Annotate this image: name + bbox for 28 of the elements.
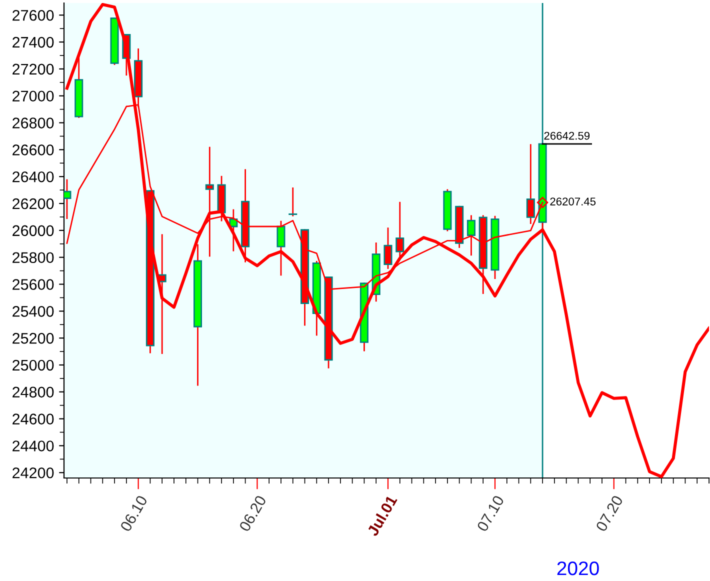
- candlestick: [466, 215, 476, 256]
- y-tick-label: 24800: [12, 386, 54, 398]
- y-tick-label: 24200: [12, 467, 54, 478]
- y-tick-label: 25000: [12, 360, 54, 371]
- candlestick: [288, 187, 298, 216]
- y-tick-label: 25600: [12, 279, 54, 290]
- y-tick-label: 27400: [12, 36, 54, 48]
- y-tick-label: 25800: [12, 252, 54, 264]
- y-tick-label: 24600: [12, 414, 54, 424]
- y-tick-label: 27000: [12, 90, 54, 102]
- candlestick: [205, 146, 214, 257]
- y-tick-label: 24400: [12, 440, 54, 452]
- y-tick-label: 27600: [12, 10, 54, 21]
- y-tick-label: 26400: [12, 171, 54, 182]
- y-tick-label: 27200: [12, 64, 54, 75]
- y-tick-label: 26200: [12, 198, 54, 210]
- candlestick: [384, 228, 392, 269]
- candlestick: [276, 220, 286, 276]
- y-tick-label: 25200: [12, 332, 54, 344]
- candlestick: [396, 202, 404, 258]
- y-tick-label: 26600: [12, 144, 54, 156]
- y-tick-label: 26000: [12, 225, 54, 236]
- y-tick-label: 25400: [12, 306, 54, 317]
- y-tick-label: 26800: [12, 118, 54, 128]
- candlestick: [526, 144, 535, 224]
- annotation: 26207.45: [550, 198, 596, 206]
- annotation: 26642.59: [544, 132, 590, 140]
- text: 2020: [557, 561, 599, 576]
